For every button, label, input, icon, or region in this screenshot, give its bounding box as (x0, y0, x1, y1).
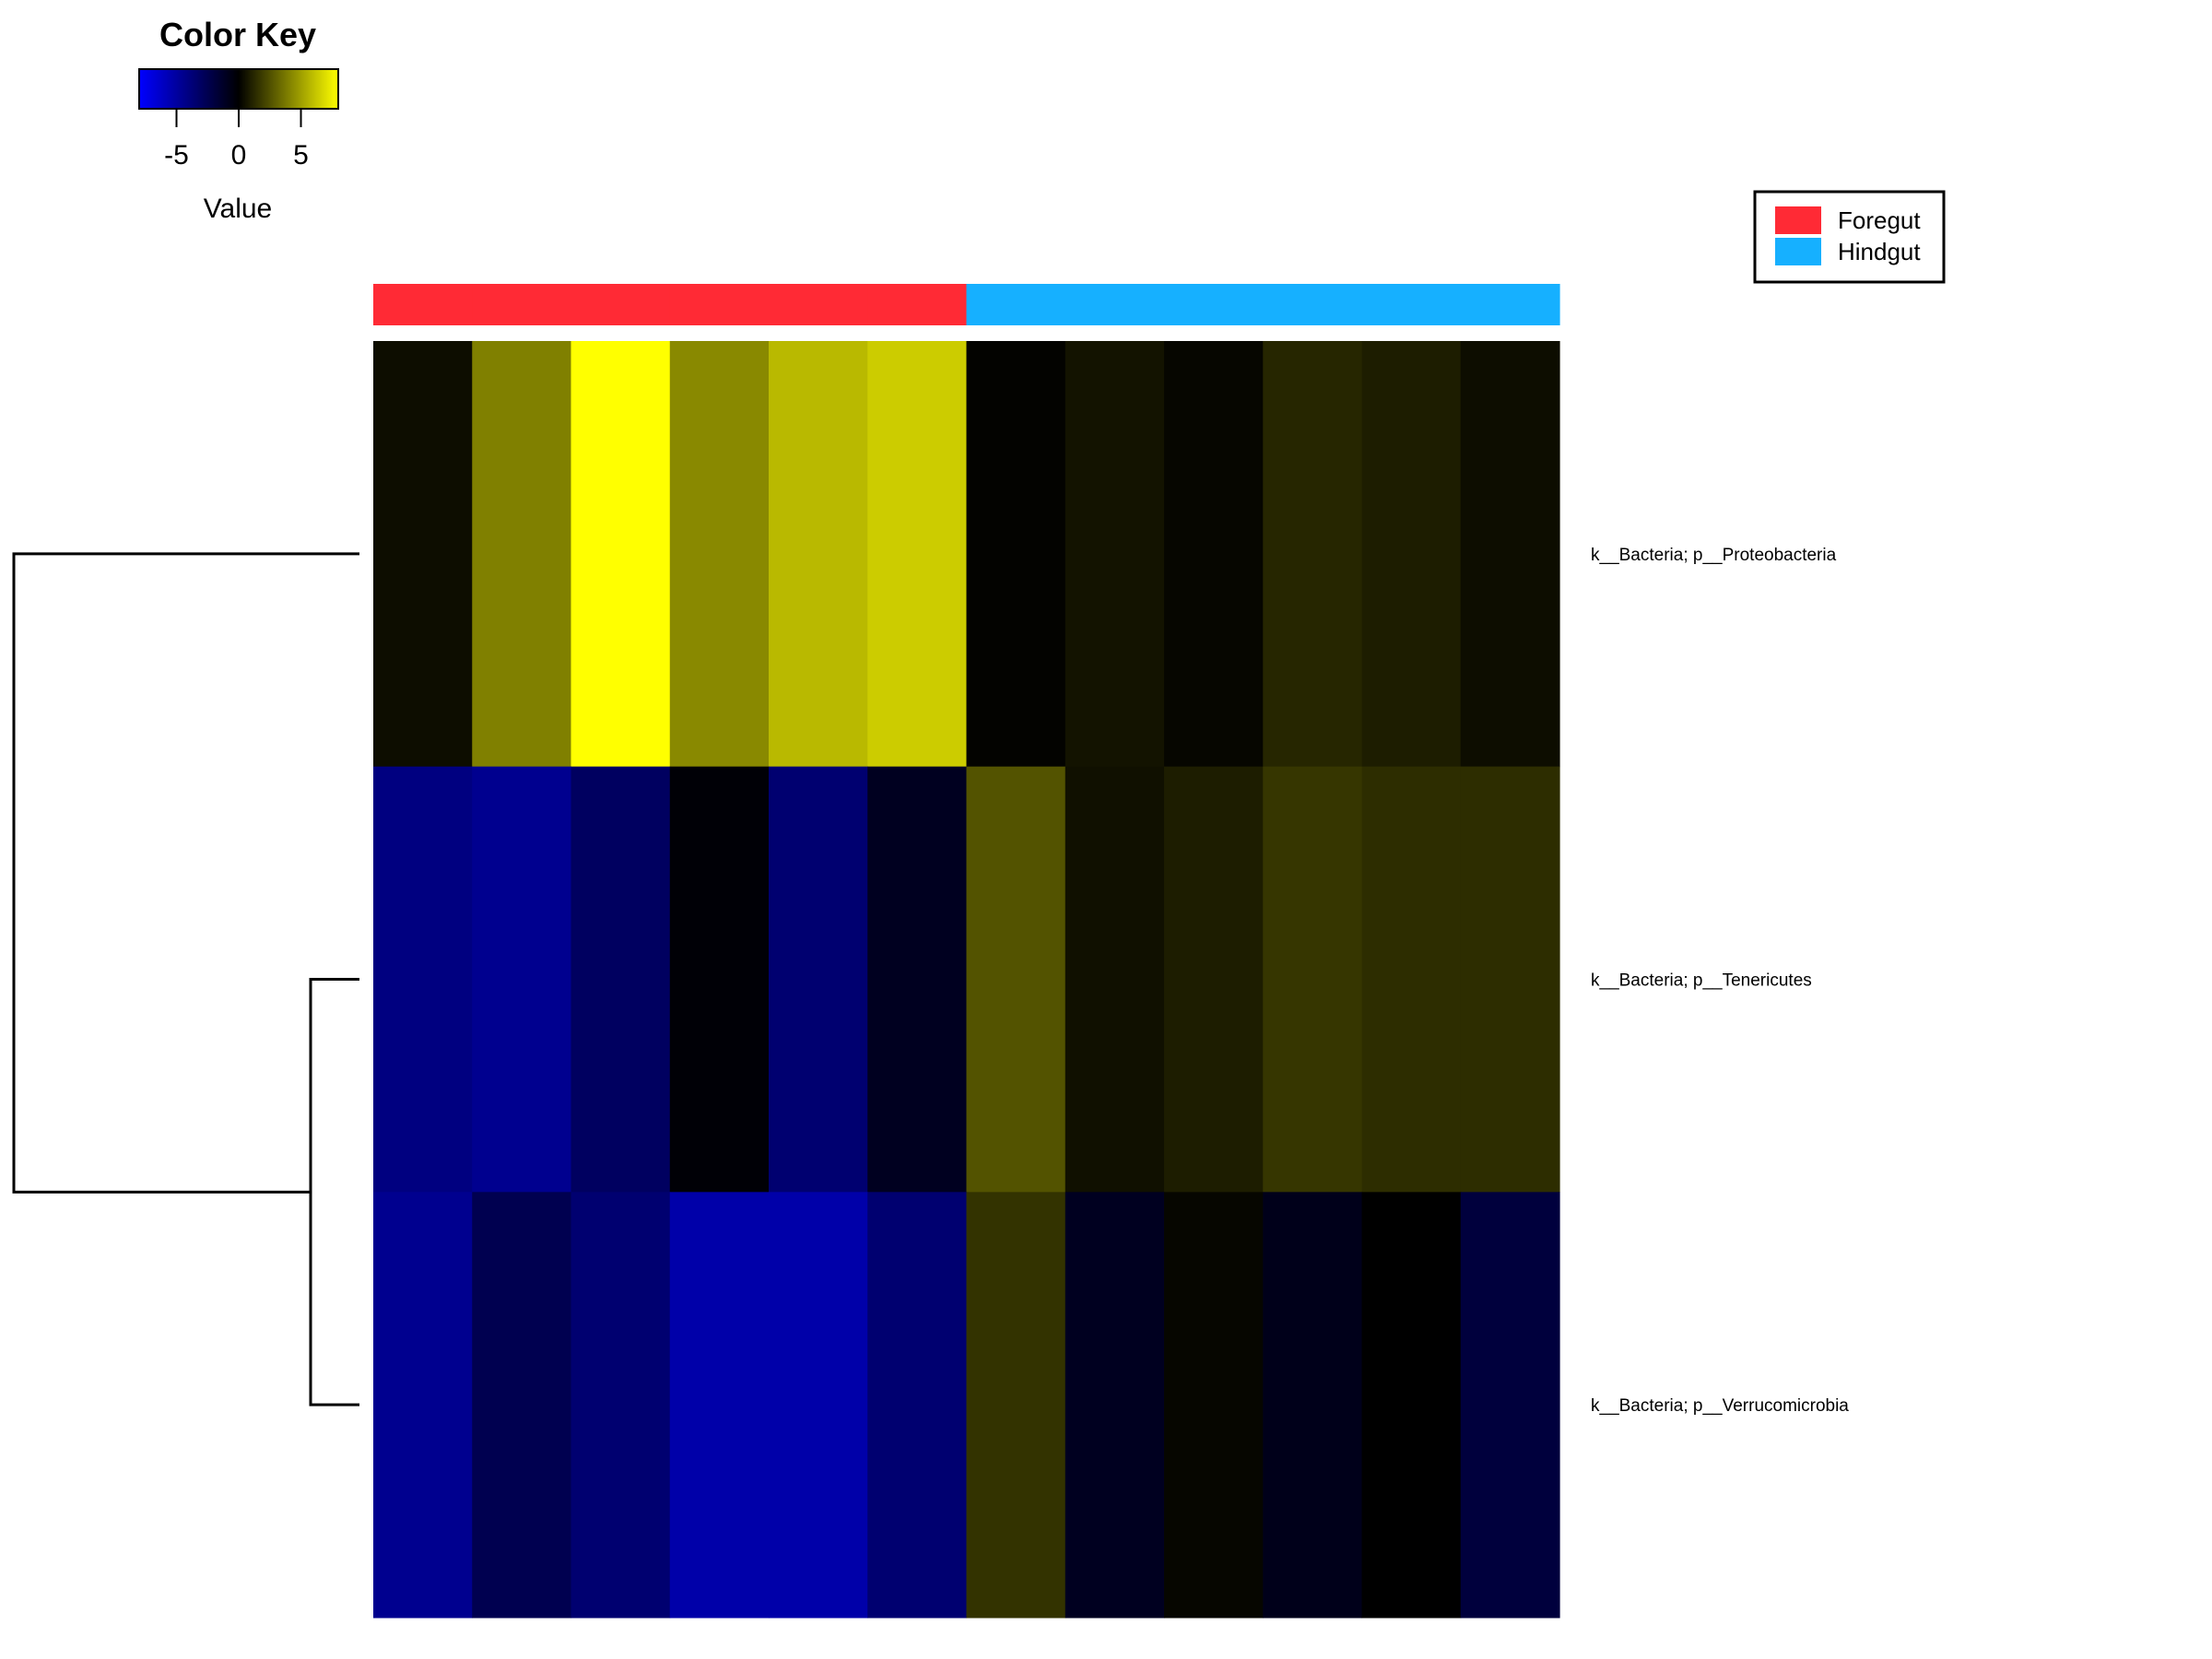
column-side-color-foregut (867, 284, 968, 325)
color-key-label: Value (204, 194, 273, 224)
column-side-color-foregut (472, 284, 572, 325)
heatmap-cell (373, 766, 473, 1193)
heatmap-cell (1164, 1192, 1264, 1618)
color-key-title: Color Key (159, 16, 316, 53)
column-side-colors (373, 284, 1560, 325)
heatmap-cell (867, 766, 968, 1193)
heatmap-cell (1164, 766, 1264, 1193)
heatmap-cell (1065, 341, 1165, 768)
legend-label-foregut: Foregut (1838, 206, 1921, 234)
heatmap-cell (1460, 341, 1560, 768)
heatmap-cell (1361, 766, 1462, 1193)
color-key-tick-label: 5 (293, 140, 309, 171)
heatmap-cell (373, 341, 473, 768)
legend-box (1753, 190, 1946, 284)
row-labels: k__Bacteria; p__Proteobacteria k__Bacteri… (1591, 546, 1849, 1416)
heatmap-cell (1164, 341, 1264, 768)
heatmap-cell (571, 766, 671, 1193)
column-side-color-foregut (571, 284, 671, 325)
heatmap-cell (769, 1192, 868, 1618)
dendrogram-branch-root (12, 552, 359, 1194)
color-key-tick-label: 0 (231, 140, 247, 171)
column-side-color-foregut (669, 284, 770, 325)
heatmap-cell (669, 766, 770, 1193)
column-side-color-hindgut (966, 284, 1066, 325)
legend-label-hindgut: Hindgut (1838, 238, 1921, 265)
heatmap-cell (769, 341, 868, 768)
row-label: k__Bacteria; p__Tenericutes (1591, 971, 1812, 991)
heatmap-cell (571, 1192, 671, 1618)
heatmap-cell (1263, 341, 1363, 768)
column-side-color-foregut (373, 284, 473, 325)
legend-swatch-hindgut (1775, 238, 1821, 265)
color-key-bar (138, 68, 339, 110)
row-dendrogram (12, 552, 359, 1406)
color-key-ticks: -5 0 5 (164, 109, 309, 171)
heatmap-cell (1065, 1192, 1165, 1618)
heatmap-cell (966, 766, 1066, 1193)
heatmap-cell (867, 1192, 968, 1618)
heatmap-cell (373, 1192, 473, 1618)
heatmap-cell (966, 1192, 1066, 1618)
heatmap-cell (472, 1192, 572, 1618)
legend-swatch-foregut (1775, 206, 1821, 234)
group-legend: Foregut Hindgut (1753, 190, 1946, 284)
heatmap-cell (1263, 766, 1363, 1193)
heatmap-cell (669, 1192, 770, 1618)
column-side-color-hindgut (1263, 284, 1363, 325)
column-side-color-hindgut (1065, 284, 1165, 325)
heatmap-cell (1361, 1192, 1462, 1618)
heatmap-cell (1361, 341, 1462, 768)
heatmap-cell (669, 341, 770, 768)
column-side-color-hindgut (1460, 284, 1560, 325)
color-key-tick-label: -5 (164, 140, 189, 171)
heatmap-cell (966, 341, 1066, 768)
heatmap-cell (472, 766, 572, 1193)
dendrogram-branch-inner (309, 978, 359, 1406)
heatmap-cell (769, 766, 868, 1193)
column-side-color-foregut (769, 284, 868, 325)
column-side-color-hindgut (1361, 284, 1462, 325)
heatmap-cell (1263, 1192, 1363, 1618)
row-label: k__Bacteria; p__Verrucomicrobia (1591, 1396, 1849, 1416)
heatmap-cell (1460, 1192, 1560, 1618)
column-side-color-hindgut (1164, 284, 1264, 325)
color-key: Color Key -5 0 5 Value (138, 16, 339, 224)
heatmap-cells (373, 341, 1560, 1618)
heatmap-cell (472, 341, 572, 768)
row-label: k__Bacteria; p__Proteobacteria (1591, 546, 1837, 565)
heatmap-cell (1065, 766, 1165, 1193)
heatmap-cell (1460, 766, 1560, 1193)
heatmap-cell (571, 341, 671, 768)
heatmap-cell (867, 341, 968, 768)
